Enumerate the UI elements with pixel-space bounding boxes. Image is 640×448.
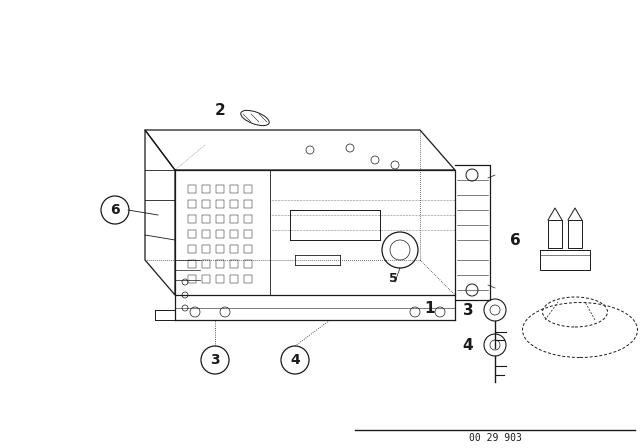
Bar [230,260,238,268]
Bar [216,215,224,223]
Bar [216,245,224,253]
Bar [188,260,196,268]
Bar [244,275,252,283]
Bar [188,215,196,223]
Bar [244,230,252,238]
Text: 5: 5 [388,271,397,284]
Text: 4: 4 [290,353,300,367]
Bar [188,185,196,193]
Bar [568,220,582,248]
Text: 1: 1 [425,301,435,315]
Bar [244,245,252,253]
Bar [202,200,210,208]
Bar [202,245,210,253]
Bar [244,200,252,208]
Bar [202,275,210,283]
Bar [244,260,252,268]
Bar [230,185,238,193]
Bar [188,200,196,208]
Bar [230,200,238,208]
Bar [202,215,210,223]
Bar [188,245,196,253]
Bar [230,275,238,283]
Bar [202,230,210,238]
Bar [230,230,238,238]
Bar [230,245,238,253]
Bar [244,185,252,193]
Bar [548,220,562,248]
Text: 2: 2 [214,103,225,117]
Text: 00 29 903: 00 29 903 [468,433,522,443]
Bar [216,200,224,208]
Text: 3: 3 [210,353,220,367]
Text: 6: 6 [110,203,120,217]
Bar [216,185,224,193]
Bar [202,185,210,193]
Text: 3: 3 [463,302,474,318]
Text: 4: 4 [463,337,474,353]
Bar [216,275,224,283]
Bar [216,260,224,268]
Bar [202,260,210,268]
Bar [188,230,196,238]
Bar [216,230,224,238]
Text: 6: 6 [509,233,520,247]
Bar [188,275,196,283]
Bar [244,215,252,223]
Bar [230,215,238,223]
